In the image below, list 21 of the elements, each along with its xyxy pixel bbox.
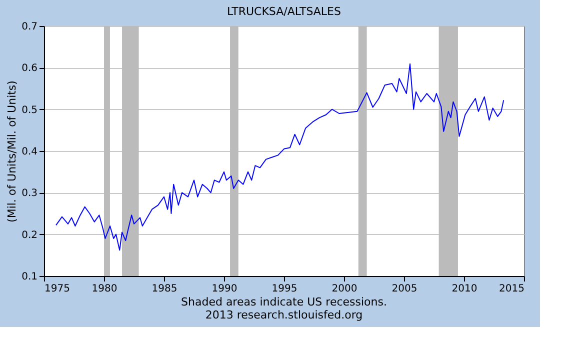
x-tick-label: 1990	[212, 284, 238, 294]
x-tick-label: 1985	[152, 284, 178, 294]
y-tick-label: 0.4	[22, 146, 38, 158]
text: Shaded areas indicate US recessions.	[181, 296, 387, 308]
y-tick-label: 0.2	[22, 230, 38, 241]
y-axis-title: (Mil. of Units/Mil. of Units)	[6, 80, 19, 222]
x-tick-label: 2005	[392, 284, 418, 294]
x-tick-label: 2015	[499, 284, 524, 294]
y-tick-label: 0.3	[22, 188, 38, 200]
y-tick-label: 0.1	[22, 272, 38, 282]
y-tick-label: 0.6	[22, 63, 38, 74]
y-tick-label: 0.7	[22, 22, 38, 32]
x-tick-label: 2000	[332, 284, 358, 294]
line-series	[56, 63, 504, 251]
x-tick-label: 1975	[44, 284, 70, 294]
x-tick-label: 1995	[272, 284, 298, 294]
text: 2013 research.stlouisfed.org	[205, 308, 363, 322]
y-tick-label: 0.5	[22, 104, 38, 116]
chart-title: LTRUCKSA/ALTSALES	[227, 5, 341, 18]
x-tick-label: 1980	[92, 284, 118, 294]
x-tick-label: 2010	[452, 284, 478, 294]
